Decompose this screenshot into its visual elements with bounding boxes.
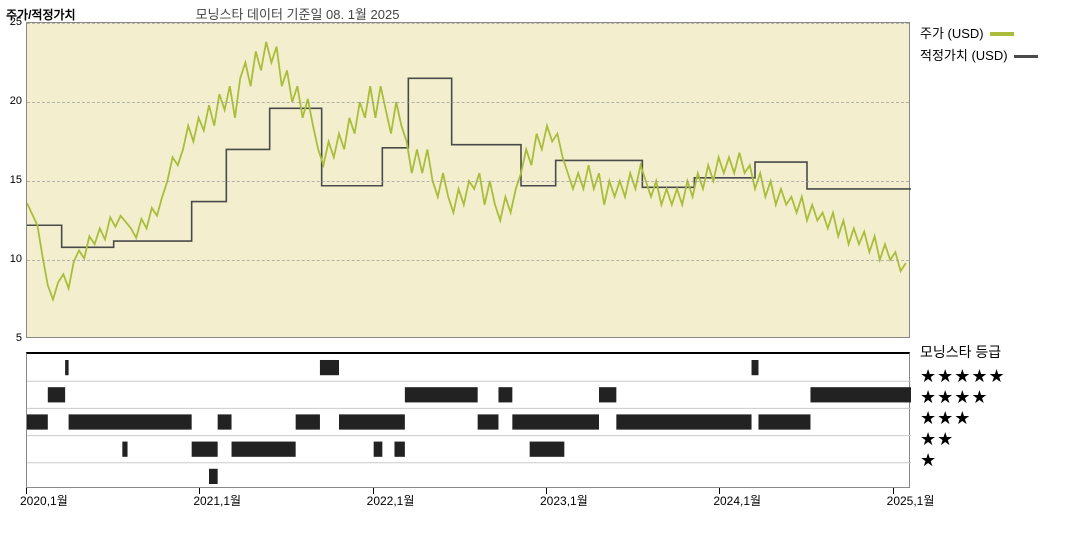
rating-star-row: ★★★★ xyxy=(920,387,1078,408)
legend-price: 주가 (USD) xyxy=(920,24,1078,44)
x-tick-label: 2024,1월 xyxy=(713,492,761,509)
price-chart xyxy=(26,22,910,338)
rating-legend: 모닝스타 등급 ★★★★★★★★★★★★★★★ xyxy=(920,342,1078,471)
x-tick-label: 2020,1월 xyxy=(20,492,68,509)
rating-panel xyxy=(26,352,910,488)
x-tick-label: 2022,1월 xyxy=(367,492,415,509)
rating-bar xyxy=(478,414,499,429)
y-tick-label: 20 xyxy=(10,95,22,107)
rating-bar xyxy=(65,360,68,375)
page-subtitle: 모닝스타 데이터 기준일 08. 1월 2025 xyxy=(196,4,400,23)
rating-bar xyxy=(320,360,339,375)
y-tick-label: 15 xyxy=(10,174,22,186)
rating-star-row: ★ xyxy=(920,450,1078,471)
legend-fair: 적정가치 (USD) xyxy=(920,46,1078,66)
legend-fair-swatch xyxy=(1014,55,1038,58)
legend-price-label: 주가 (USD) xyxy=(920,24,984,44)
rating-bar xyxy=(69,414,192,429)
rating-bar xyxy=(810,387,911,402)
rating-bar xyxy=(218,414,232,429)
rating-bar xyxy=(122,442,127,457)
rating-star-row: ★★ xyxy=(920,429,1078,450)
y-tick-label: 25 xyxy=(10,16,22,28)
rating-bar xyxy=(758,414,810,429)
rating-bar xyxy=(512,414,599,429)
x-tick-label: 2021,1월 xyxy=(193,492,241,509)
rating-star-row: ★★★★★ xyxy=(920,366,1078,387)
rating-bar xyxy=(374,442,383,457)
rating-bar xyxy=(394,442,404,457)
x-axis: 2020,1월2021,1월2022,1월2023,1월2024,1월2025,… xyxy=(26,492,1080,516)
legend-fair-label: 적정가치 (USD) xyxy=(920,46,1008,66)
rating-bar xyxy=(530,442,565,457)
rating-bar xyxy=(752,360,759,375)
rating-bar xyxy=(498,387,512,402)
rating-bar xyxy=(405,387,478,402)
rating-bar xyxy=(209,469,218,484)
chart-container: 510152025 주가 (USD) 적정가치 (USD) 모닝스타 등급 ★★… xyxy=(0,22,1080,520)
rating-bar xyxy=(616,414,751,429)
rating-bar xyxy=(48,387,65,402)
rating-legend-title: 모닝스타 등급 xyxy=(920,342,1078,362)
rating-bar xyxy=(339,414,405,429)
rating-bar xyxy=(296,414,320,429)
rating-bar xyxy=(27,414,48,429)
fair-value-line xyxy=(27,78,911,247)
chart-legend: 주가 (USD) 적정가치 (USD) xyxy=(920,24,1078,68)
rating-bar xyxy=(192,442,218,457)
rating-bar xyxy=(232,442,296,457)
rating-star-row: ★★★ xyxy=(920,408,1078,429)
x-tick-label: 2023,1월 xyxy=(540,492,588,509)
legend-price-swatch xyxy=(990,32,1014,36)
y-tick-label: 10 xyxy=(10,253,22,265)
x-tick-label: 2025,1월 xyxy=(887,492,935,509)
rating-bar xyxy=(599,387,616,402)
y-axis: 510152025 xyxy=(0,22,24,338)
y-tick-label: 5 xyxy=(16,332,22,344)
